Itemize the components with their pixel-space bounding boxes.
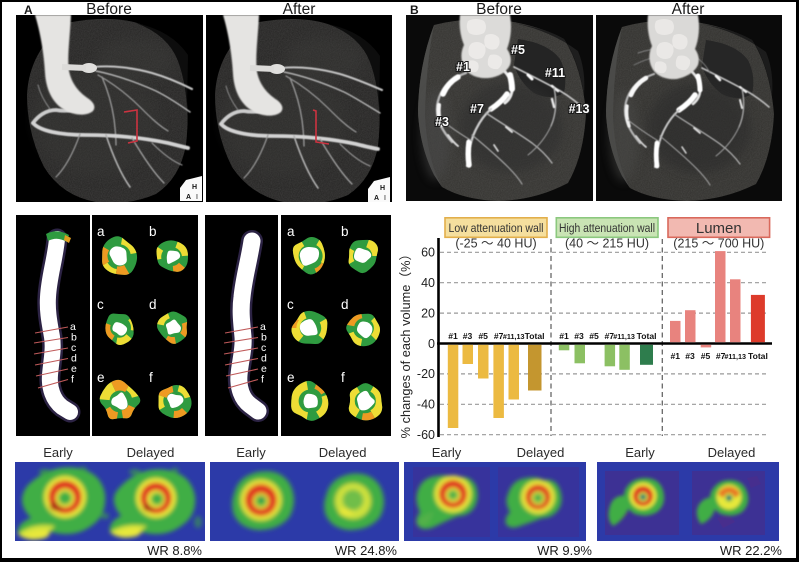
svg-text:A: A bbox=[374, 195, 379, 202]
svg-text:#3: #3 bbox=[463, 331, 473, 341]
svg-text:f: f bbox=[341, 370, 345, 385]
svg-text:e: e bbox=[97, 370, 105, 385]
svg-text:#7: #7 bbox=[716, 351, 726, 361]
svg-text:#5: #5 bbox=[478, 331, 488, 341]
svg-text:#3: #3 bbox=[435, 115, 449, 129]
svg-text:% changes of each volume（%）: % changes of each volume（%） bbox=[398, 248, 413, 439]
svg-text:#7: #7 bbox=[470, 102, 484, 116]
svg-text:f: f bbox=[149, 370, 153, 385]
svg-text:d: d bbox=[149, 297, 157, 312]
svg-text:#1: #1 bbox=[671, 351, 681, 361]
svg-text:H: H bbox=[380, 185, 385, 192]
svg-text:-40: -40 bbox=[417, 398, 435, 412]
svg-text:Total: Total bbox=[637, 331, 657, 341]
svg-text:#3: #3 bbox=[574, 331, 584, 341]
svg-text:#5: #5 bbox=[701, 351, 711, 361]
svg-text:c: c bbox=[261, 342, 266, 354]
svg-text:I: I bbox=[196, 194, 198, 201]
svg-text:#11,13: #11,13 bbox=[503, 332, 525, 341]
svg-text:-60: -60 bbox=[417, 428, 435, 442]
svg-text:#5: #5 bbox=[589, 331, 599, 341]
svg-text:20: 20 bbox=[421, 306, 435, 320]
svg-text:#11,13: #11,13 bbox=[724, 352, 746, 361]
svg-text:e: e bbox=[71, 363, 77, 375]
svg-text:#1: #1 bbox=[456, 60, 470, 74]
svg-text:40: 40 bbox=[421, 276, 435, 290]
svg-text:d: d bbox=[341, 297, 349, 312]
svg-text:#7: #7 bbox=[605, 331, 615, 341]
svg-text:c: c bbox=[97, 297, 104, 312]
svg-text:b: b bbox=[149, 224, 157, 239]
svg-text:#11,13: #11,13 bbox=[613, 332, 635, 341]
svg-text:Total: Total bbox=[525, 331, 545, 341]
svg-text:(40 〜 215 HU): (40 〜 215 HU) bbox=[565, 237, 649, 251]
svg-text:H: H bbox=[192, 184, 197, 191]
svg-text:c: c bbox=[71, 342, 76, 354]
svg-text:a: a bbox=[260, 321, 266, 333]
svg-text:b: b bbox=[261, 331, 267, 343]
svg-text:A: A bbox=[186, 194, 191, 201]
svg-text:Lumen: Lumen bbox=[696, 220, 742, 237]
svg-text:Total: Total bbox=[748, 351, 768, 361]
svg-text:f: f bbox=[71, 373, 74, 385]
svg-text:b: b bbox=[71, 331, 77, 343]
svg-text:Low attenuation wall: Low attenuation wall bbox=[449, 221, 544, 235]
svg-text:60: 60 bbox=[421, 246, 435, 260]
svg-text:High attenuation wall: High attenuation wall bbox=[559, 221, 655, 235]
svg-text:#1: #1 bbox=[448, 331, 458, 341]
svg-text:I: I bbox=[384, 195, 386, 202]
svg-text:a: a bbox=[287, 224, 295, 239]
svg-text:f: f bbox=[261, 373, 264, 385]
svg-text:d: d bbox=[71, 352, 77, 364]
svg-text:a: a bbox=[97, 224, 105, 239]
svg-text:a: a bbox=[70, 321, 76, 333]
svg-text:(215 〜 700 HU): (215 〜 700 HU) bbox=[673, 237, 764, 251]
svg-text:#11: #11 bbox=[545, 66, 565, 80]
svg-text:#7: #7 bbox=[494, 331, 504, 341]
svg-text:#1: #1 bbox=[559, 331, 569, 341]
svg-text:e: e bbox=[261, 363, 267, 375]
svg-text:#3: #3 bbox=[685, 351, 695, 361]
svg-text:c: c bbox=[287, 297, 294, 312]
svg-text:#5: #5 bbox=[511, 43, 525, 57]
svg-text:(-25 〜 40 HU): (-25 〜 40 HU) bbox=[455, 237, 536, 251]
svg-text:0: 0 bbox=[428, 337, 435, 351]
svg-text:b: b bbox=[341, 224, 349, 239]
svg-text:#13: #13 bbox=[568, 102, 589, 116]
svg-text:e: e bbox=[287, 370, 295, 385]
svg-text:-20: -20 bbox=[417, 367, 435, 381]
svg-text:d: d bbox=[261, 352, 267, 364]
